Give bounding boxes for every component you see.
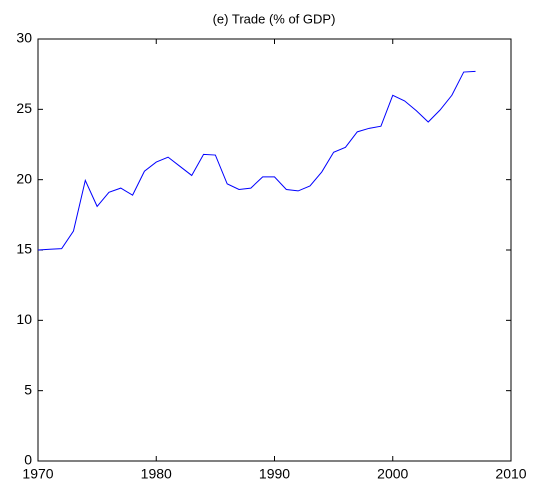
plot-frame (37, 38, 512, 462)
y-tick-label: 10 (16, 311, 32, 327)
y-tick-label: 30 (16, 30, 32, 46)
y-tick-label: 20 (16, 170, 32, 186)
x-tick-label: 1970 (22, 466, 53, 482)
y-tick-label: 5 (24, 381, 32, 397)
chart-title: (e) Trade (% of GDP) (213, 11, 336, 26)
x-tick-label: 2000 (377, 466, 408, 482)
x-tick-label: 1990 (259, 466, 290, 482)
y-tick-label: 15 (16, 241, 32, 257)
x-tick-label: 1980 (141, 466, 172, 482)
y-tick-label: 0 (24, 452, 32, 468)
line-series (37, 70, 476, 251)
x-tick-label: 2010 (495, 466, 526, 482)
y-tick-label: 25 (16, 100, 32, 116)
